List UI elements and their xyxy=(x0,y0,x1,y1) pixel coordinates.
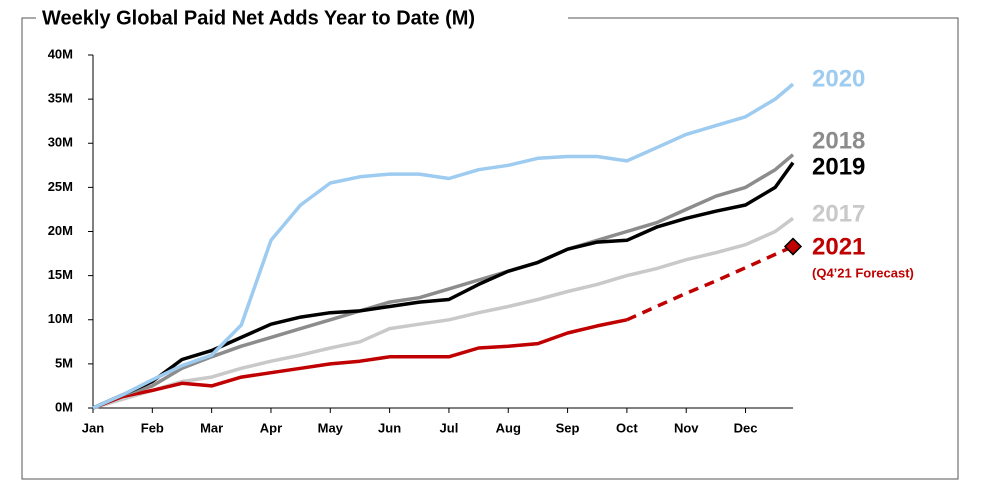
x-tick-label: Dec xyxy=(734,420,758,435)
series-label: 2020 xyxy=(812,65,865,92)
x-tick-label: Apr xyxy=(260,420,282,435)
x-tick-label: Jun xyxy=(378,420,401,435)
series-line xyxy=(92,318,628,410)
x-tick-label: Jul xyxy=(440,420,459,435)
x-tick-label: Sep xyxy=(556,420,580,435)
series-line xyxy=(92,216,795,410)
chart-title: Weekly Global Paid Net Adds Year to Date… xyxy=(42,7,475,29)
x-tick-label: Nov xyxy=(674,420,699,435)
series-label: 2017 xyxy=(812,200,865,227)
y-tick-label: 5M xyxy=(55,355,73,370)
y-tick-label: 30M xyxy=(48,135,73,150)
y-tick-label: 10M xyxy=(48,311,73,326)
y-tick-label: 0M xyxy=(55,399,73,414)
series-line xyxy=(92,153,795,410)
x-tick-label: Oct xyxy=(616,420,638,435)
series-label: 2021 xyxy=(812,233,865,260)
series-label: 2019 xyxy=(812,153,865,180)
x-tick-label: Feb xyxy=(141,420,164,435)
series-line xyxy=(626,244,794,322)
x-tick-label: Mar xyxy=(200,420,223,435)
title-backdrop xyxy=(36,6,568,32)
forecast-marker xyxy=(783,237,803,256)
y-tick-label: 20M xyxy=(48,223,73,238)
y-tick-label: 35M xyxy=(48,91,73,106)
y-tick-label: 15M xyxy=(48,267,73,282)
series-label: 2018 xyxy=(812,127,865,154)
series-label: (Q4’21 Forecast) xyxy=(812,265,914,280)
x-tick-label: Aug xyxy=(496,420,521,435)
x-tick-label: Jan xyxy=(82,420,104,435)
y-tick-label: 25M xyxy=(48,179,73,194)
series-line xyxy=(92,161,795,410)
y-tick-label: 40M xyxy=(48,46,73,61)
x-tick-label: May xyxy=(318,420,344,435)
series-line xyxy=(92,82,795,410)
